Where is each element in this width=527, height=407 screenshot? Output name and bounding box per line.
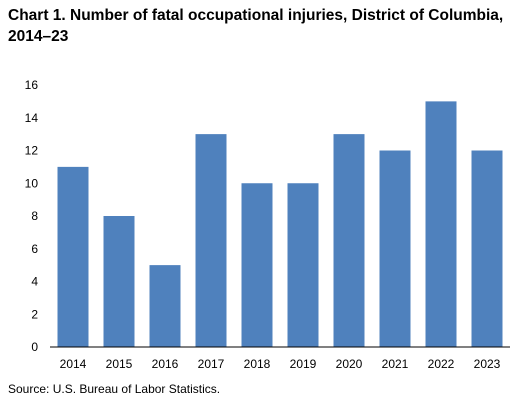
y-axis: 0 2 4 6 8 10 12 14 16 [25, 78, 39, 354]
x-tick-label: 2017 [198, 357, 225, 371]
y-tick-label: 14 [25, 111, 39, 125]
y-tick-label: 4 [31, 275, 38, 289]
bar [287, 183, 319, 347]
bar [333, 134, 365, 347]
bar [57, 166, 89, 347]
chart-title: Chart 1. Number of fatal occupational in… [8, 7, 504, 45]
x-tick-label: 2015 [106, 357, 133, 371]
x-tick-label: 2020 [336, 357, 363, 371]
x-tick-label: 2014 [60, 357, 87, 371]
x-axis: 2014 2015 2016 2017 2018 2019 2020 2021 2022 2023 [60, 357, 501, 371]
bar [149, 265, 181, 347]
y-tick-label: 6 [31, 242, 38, 256]
x-tick-label: 2021 [382, 357, 409, 371]
bar [241, 183, 273, 347]
y-tick-label: 16 [25, 78, 39, 92]
x-tick-label: 2016 [152, 357, 179, 371]
y-tick-label: 10 [25, 176, 39, 190]
x-tick-label: 2018 [244, 357, 271, 371]
bar [471, 150, 503, 347]
bar-series [57, 101, 503, 347]
bar [379, 150, 411, 347]
y-tick-label: 0 [31, 340, 38, 354]
bar [103, 216, 135, 347]
y-tick-label: 8 [31, 209, 38, 223]
y-tick-label: 12 [25, 144, 39, 158]
x-tick-label: 2023 [474, 357, 501, 371]
bar [195, 134, 227, 347]
y-tick-label: 2 [31, 307, 38, 321]
x-tick-label: 2022 [428, 357, 455, 371]
bar [425, 101, 457, 347]
x-tick-label: 2019 [290, 357, 317, 371]
source-note: Source: U.S. Bureau of Labor Statistics. [8, 382, 221, 396]
